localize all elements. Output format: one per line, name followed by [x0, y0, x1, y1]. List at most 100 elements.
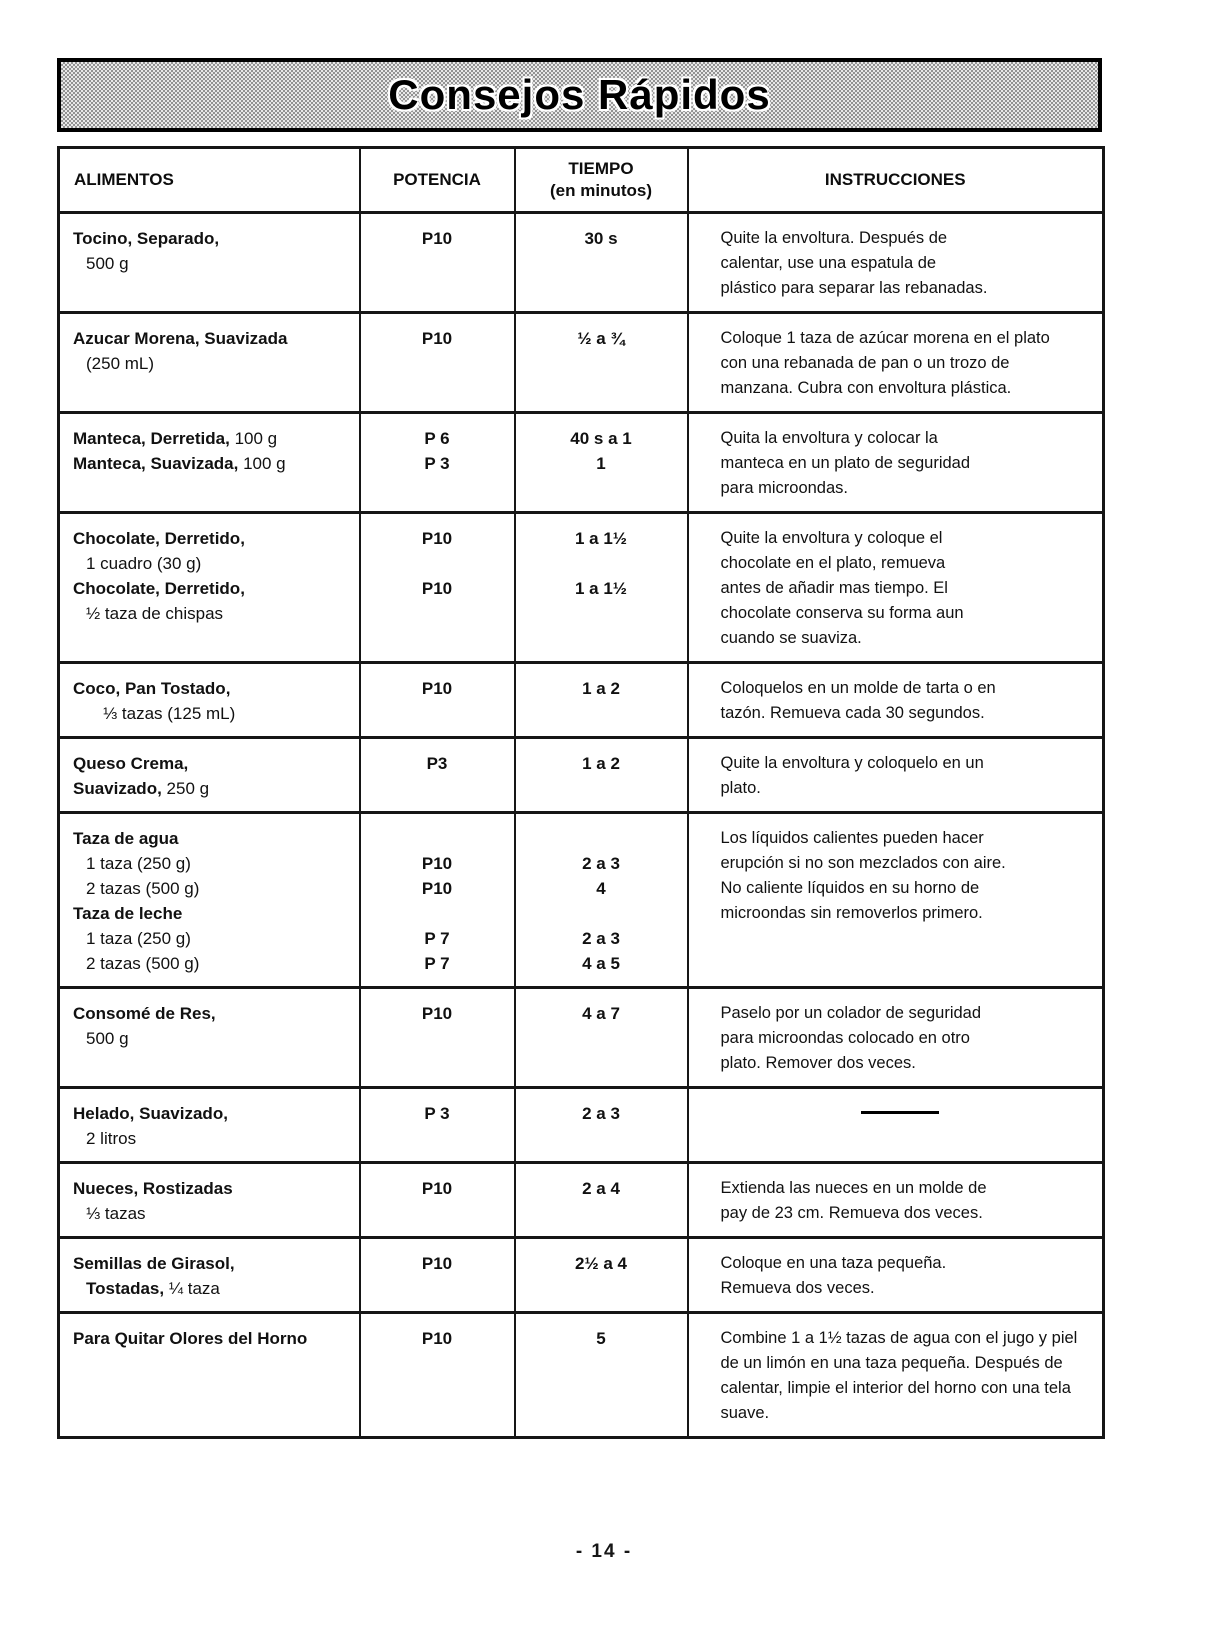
header-row: ALIMENTOS POTENCIA TIEMPO (en minutos) I…	[57, 146, 1105, 214]
instruction-line: microondas sin removerlos primero.	[720, 904, 983, 922]
power-value: P3	[426, 754, 448, 773]
instruction-line: Coloque en una taza pequeña.	[720, 1254, 947, 1272]
time-value: 1 a 1½	[575, 579, 627, 598]
time-value: 40 s a 1	[570, 429, 632, 448]
time-value: 2 a 4	[582, 1179, 620, 1198]
tiempo-cell: 2 a 4	[513, 1161, 689, 1239]
instrucciones-cell	[686, 1086, 1105, 1164]
power-value: P 7	[424, 954, 450, 973]
food-detail: 100 g	[229, 429, 278, 448]
food-line: Nueces, Rostizadas	[73, 1176, 353, 1201]
food-line: Tocino, Separado,	[73, 226, 353, 251]
instruction-line: de un limón en una taza pequeña. Después…	[720, 1354, 1063, 1372]
food-detail: 1 taza (250 g)	[86, 929, 191, 948]
time-value: 2 a 3	[582, 1104, 620, 1123]
tiempo-cell: 30 s	[513, 211, 689, 314]
time-value: 1 a 2	[582, 679, 620, 698]
time-value: 2 a 3	[582, 929, 620, 948]
power-value: P10	[421, 1179, 453, 1198]
tiempo-cell: 40 s a 1 1	[513, 411, 689, 514]
instrucciones-cell: Quite la envoltura y coloquelo en un plat…	[686, 736, 1105, 814]
power-value: P10	[421, 1004, 453, 1023]
food-line: Helado, Suavizado,	[73, 1101, 353, 1126]
alimentos-cell: Semillas de Girasol, Tostadas, ¼ taza	[57, 1236, 361, 1314]
instruction-line: manteca en un plato de seguridad	[720, 454, 971, 472]
tiempo-cell: 2 a 3 4 2 a 3 4 a 5	[513, 811, 689, 989]
potencia-cell: P10 P10 P 7 P 7	[358, 811, 516, 989]
no-instructions-dash	[860, 1111, 939, 1114]
table-row: Manteca, Derretida, 100 g Manteca, Suaviz…	[57, 411, 1105, 514]
instruction-line: chocolate conserva su forma aun	[720, 604, 964, 622]
food-line: 1 taza (250 g)	[73, 926, 353, 951]
power-value	[367, 826, 508, 851]
food-detail: ⅓ tazas	[86, 1204, 146, 1223]
instrucciones-cell: Extienda las nueces en un molde de pay de…	[686, 1161, 1105, 1239]
instrucciones-cell: Coloque en una taza pequeña. Remueva dos …	[686, 1236, 1105, 1314]
power-value: P 7	[424, 929, 450, 948]
instrucciones-cell: Paselo por un colador de seguridad para m…	[686, 986, 1105, 1089]
food-line: Semillas de Girasol,	[73, 1251, 353, 1276]
time-value: 2 a 3	[582, 854, 620, 873]
instrucciones-cell: Quite la envoltura y coloque el chocolate…	[686, 511, 1105, 664]
power-value	[367, 901, 508, 926]
power-value: P10	[421, 854, 453, 873]
column-header-alimentos: ALIMENTOS	[57, 146, 361, 214]
instruction-line: Quite la envoltura y coloque el	[720, 529, 943, 547]
food-detail: 2 tazas (500 g)	[86, 954, 200, 973]
table-row: Queso Crema, Suavizado, 250 g P3 1 a 2 Quite…	[57, 736, 1105, 814]
food-detail: (250 mL)	[86, 354, 155, 373]
table-row: Azucar Morena, Suavizada (250 mL) P10 ½ a ¾…	[57, 311, 1105, 414]
food-line: ½ taza de chispas	[73, 601, 353, 626]
alimentos-cell: Tocino, Separado, 500 g	[57, 211, 361, 314]
table-row: Taza de agua 1 taza (250 g) 2 tazas (500 g…	[57, 811, 1105, 989]
time-value	[522, 551, 681, 576]
time-value	[522, 901, 681, 926]
power-value: P 3	[424, 454, 450, 473]
tiempo-cell: 1 a 1½ 1 a 1½	[513, 511, 689, 664]
instruction-line: calentar, limpie el interior del horno c…	[720, 1379, 1071, 1397]
food-line: Queso Crema,	[73, 751, 353, 776]
instruction-line: para microondas.	[720, 479, 848, 497]
instruction-line: con una rebanada de pan o un trozo de	[720, 354, 1010, 372]
instruction-line: Coloquelos en un molde de tarta o en	[720, 679, 996, 697]
food-name: Nueces, Rostizadas	[73, 1179, 233, 1198]
alimentos-cell: Helado, Suavizado, 2 litros	[57, 1086, 361, 1164]
food-name: Taza de agua	[73, 829, 179, 848]
food-name: Chocolate, Derretido,	[73, 529, 245, 548]
instruction-line: chocolate en el plato, remueva	[720, 554, 946, 572]
tiempo-cell: 1 a 2	[513, 736, 689, 814]
table-row: Tocino, Separado, 500 g P10 30 s Quite la en…	[57, 211, 1105, 314]
instruction-line: pay de 23 cm. Remueva dos veces.	[720, 1204, 983, 1222]
time-value: 5	[596, 1329, 606, 1348]
time-value: 1 a 1½	[575, 529, 627, 548]
instruction-line: Remueva dos veces.	[720, 1279, 875, 1297]
food-detail: 1 taza (250 g)	[86, 854, 191, 873]
time-value: ½ a ¾	[577, 329, 625, 348]
food-name: Chocolate, Derretido,	[73, 579, 245, 598]
table-row: Helado, Suavizado, 2 litros P 3 2 a 3	[57, 1086, 1105, 1164]
food-name: Azucar Morena, Suavizada	[73, 329, 288, 348]
tiempo-header-label: TIEMPO	[568, 159, 634, 178]
tiempo-cell: 5	[513, 1311, 689, 1439]
instrucciones-cell: Quita la envoltura y colocar la manteca e…	[686, 411, 1105, 514]
instruction-line: tazón. Remueva cada 30 segundos.	[720, 704, 985, 722]
instrucciones-cell: Quite la envoltura. Después de calentar, …	[686, 211, 1105, 314]
tiempo-cell: ½ a ¾	[513, 311, 689, 414]
time-value	[522, 826, 681, 851]
instruction-line: Quite la envoltura. Después de	[720, 229, 948, 247]
time-value: 2½ a 4	[575, 1254, 627, 1273]
food-detail: 100 g	[238, 454, 286, 473]
food-name: Manteca, Suavizada,	[73, 454, 239, 473]
table-row: Chocolate, Derretido, 1 cuadro (30 g) Choc…	[57, 511, 1105, 664]
instruction-line: Quita la envoltura y colocar la	[720, 429, 938, 447]
food-name: Consomé de Res,	[73, 1004, 216, 1023]
time-value: 1	[596, 454, 606, 473]
time-value: 4 a 5	[582, 954, 620, 973]
food-name: Manteca, Derretida,	[73, 429, 230, 448]
alimentos-cell: Azucar Morena, Suavizada (250 mL)	[57, 311, 361, 414]
potencia-cell: P10	[358, 311, 516, 414]
instruction-line: Combine 1 a 1½ tazas de agua con el jugo…	[720, 1329, 1078, 1347]
banner: Consejos Rápidos	[57, 58, 1102, 132]
food-name: Para Quitar Olores del Horno	[73, 1329, 308, 1348]
food-name: Queso Crema,	[73, 754, 189, 773]
